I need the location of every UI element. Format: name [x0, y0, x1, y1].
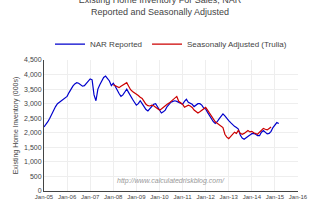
svg-text:2,000: 2,000	[24, 129, 42, 136]
svg-text:Jan-13: Jan-13	[220, 194, 239, 200]
svg-text:Existing Home Inventory (000s): Existing Home Inventory (000s)	[12, 77, 20, 175]
svg-text:4,000: 4,000	[24, 71, 42, 78]
svg-text:Jan-07: Jan-07	[81, 194, 100, 200]
svg-text:0: 0	[38, 187, 42, 194]
svg-text:Existing Home Inventory For Sa: Existing Home Inventory For Sales, NARRe…	[79, 0, 242, 17]
svg-text:Jan-12: Jan-12	[196, 194, 215, 200]
svg-text:Jan-08: Jan-08	[104, 194, 123, 200]
svg-text:3,000: 3,000	[24, 100, 42, 107]
svg-text:http://www.calculatedriskblog.: http://www.calculatedriskblog.com/	[117, 177, 225, 185]
svg-text:1,000: 1,000	[24, 158, 42, 165]
svg-text:Jan-14: Jan-14	[243, 194, 262, 200]
svg-text:3,500: 3,500	[24, 86, 42, 93]
svg-text:4,500: 4,500	[24, 56, 42, 63]
svg-text:Jan-05: Jan-05	[35, 194, 54, 200]
svg-text:NAR Reported: NAR Reported	[90, 40, 142, 49]
svg-text:2,500: 2,500	[24, 115, 42, 122]
svg-text:Jan-11: Jan-11	[174, 194, 193, 200]
svg-text:1,500: 1,500	[24, 144, 42, 151]
svg-text:Jan-09: Jan-09	[127, 194, 146, 200]
svg-text:Seasonally Adjusted (Trulia): Seasonally Adjusted (Trulia)	[187, 40, 287, 49]
svg-text:500: 500	[30, 173, 42, 180]
svg-text:Jan-10: Jan-10	[150, 194, 169, 200]
svg-text:Jan-15: Jan-15	[266, 194, 285, 200]
svg-text:Jan-16: Jan-16	[289, 194, 308, 200]
svg-text:Jan-06: Jan-06	[58, 194, 77, 200]
